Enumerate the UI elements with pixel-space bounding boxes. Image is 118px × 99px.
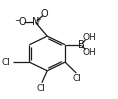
Text: O: O <box>18 17 26 27</box>
Text: Cl: Cl <box>1 58 10 67</box>
Text: Cl: Cl <box>72 74 81 83</box>
Text: O: O <box>40 9 48 19</box>
Text: B: B <box>78 40 85 50</box>
Text: Cl: Cl <box>37 84 46 93</box>
Text: −: − <box>14 16 21 25</box>
Text: N: N <box>32 17 39 27</box>
Text: OH: OH <box>83 33 97 42</box>
Text: +: + <box>36 17 42 23</box>
Text: OH: OH <box>83 48 97 57</box>
